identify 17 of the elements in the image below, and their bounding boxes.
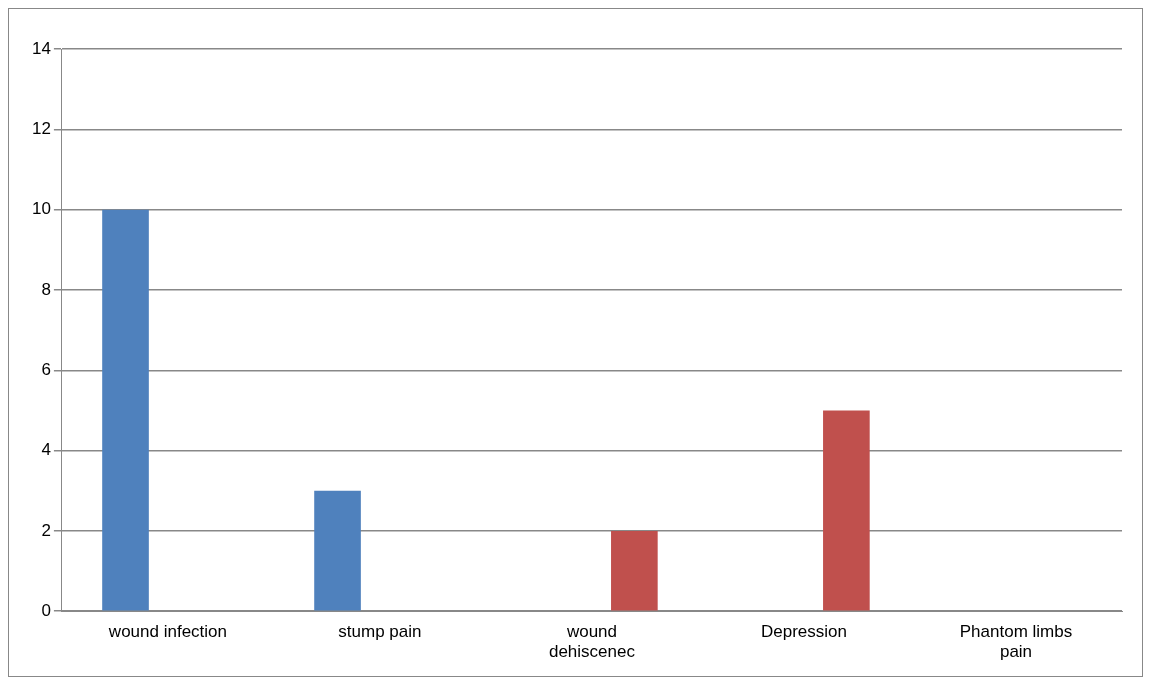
bar [102, 209, 149, 611]
y-tick-label: 0 [41, 600, 51, 620]
y-tick-label: 14 [31, 38, 51, 58]
x-tick-label: wound infection [107, 622, 227, 642]
bar [823, 410, 870, 611]
x-tick-label: stump pain [338, 622, 422, 642]
x-tick-label: Phantom limbs pain [959, 622, 1073, 662]
y-tick-label: 8 [41, 279, 51, 299]
x-tick-label: wound dehiscenec [548, 622, 636, 662]
y-tick-label: 10 [31, 199, 51, 219]
y-tick-label: 4 [41, 440, 51, 460]
y-tick-label: 6 [41, 359, 51, 379]
bar [314, 490, 361, 611]
x-tick-label: Depression [760, 622, 847, 642]
bar [611, 530, 658, 611]
y-tick-label: 2 [41, 520, 51, 540]
y-tick-label: 12 [31, 119, 51, 138]
